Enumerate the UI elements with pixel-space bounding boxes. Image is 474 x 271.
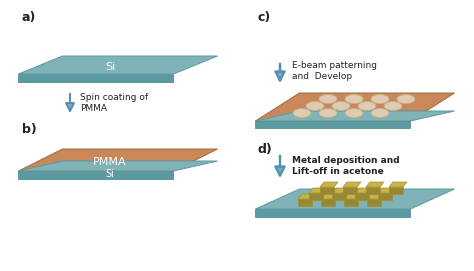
Text: b): b)	[22, 123, 37, 136]
Polygon shape	[18, 171, 173, 179]
Polygon shape	[298, 194, 316, 199]
Polygon shape	[332, 193, 346, 200]
Polygon shape	[343, 182, 361, 187]
Polygon shape	[255, 111, 455, 121]
Ellipse shape	[306, 102, 324, 111]
Ellipse shape	[397, 95, 415, 104]
Ellipse shape	[345, 95, 363, 104]
Polygon shape	[309, 188, 327, 193]
Polygon shape	[378, 193, 392, 200]
Polygon shape	[344, 194, 362, 199]
Polygon shape	[321, 199, 335, 206]
Text: Si: Si	[106, 169, 114, 179]
Polygon shape	[355, 193, 369, 200]
Ellipse shape	[293, 108, 311, 118]
Polygon shape	[343, 187, 357, 194]
Text: Metal deposition and
Lift-off in acetone: Metal deposition and Lift-off in acetone	[292, 156, 400, 176]
Polygon shape	[18, 149, 218, 171]
Polygon shape	[321, 194, 339, 199]
Text: c): c)	[258, 11, 271, 24]
Ellipse shape	[345, 108, 363, 118]
Ellipse shape	[319, 95, 337, 104]
Polygon shape	[255, 209, 410, 217]
Ellipse shape	[371, 95, 389, 104]
Polygon shape	[320, 182, 338, 187]
Text: d): d)	[258, 143, 273, 156]
Polygon shape	[367, 199, 381, 206]
Polygon shape	[355, 188, 373, 193]
Polygon shape	[378, 188, 396, 193]
Ellipse shape	[371, 108, 389, 118]
Ellipse shape	[319, 108, 337, 118]
Polygon shape	[320, 187, 334, 194]
Polygon shape	[255, 121, 410, 128]
Polygon shape	[255, 93, 455, 121]
Polygon shape	[366, 182, 384, 187]
Ellipse shape	[332, 102, 350, 111]
Polygon shape	[309, 193, 323, 200]
Polygon shape	[389, 182, 407, 187]
Polygon shape	[18, 74, 173, 82]
Polygon shape	[389, 187, 403, 194]
Ellipse shape	[384, 102, 402, 111]
Polygon shape	[367, 194, 385, 199]
Ellipse shape	[358, 102, 376, 111]
Polygon shape	[344, 199, 358, 206]
Polygon shape	[18, 56, 218, 74]
Polygon shape	[366, 187, 380, 194]
Polygon shape	[298, 199, 312, 206]
Polygon shape	[255, 189, 455, 209]
Text: Si: Si	[105, 62, 115, 72]
Polygon shape	[18, 161, 218, 171]
Text: a): a)	[22, 11, 36, 24]
Text: PMMA: PMMA	[93, 157, 127, 167]
Text: Spin coating of
PMMA: Spin coating of PMMA	[80, 93, 148, 113]
Polygon shape	[332, 188, 350, 193]
Text: E-beam patterning
and  Develop: E-beam patterning and Develop	[292, 61, 377, 81]
